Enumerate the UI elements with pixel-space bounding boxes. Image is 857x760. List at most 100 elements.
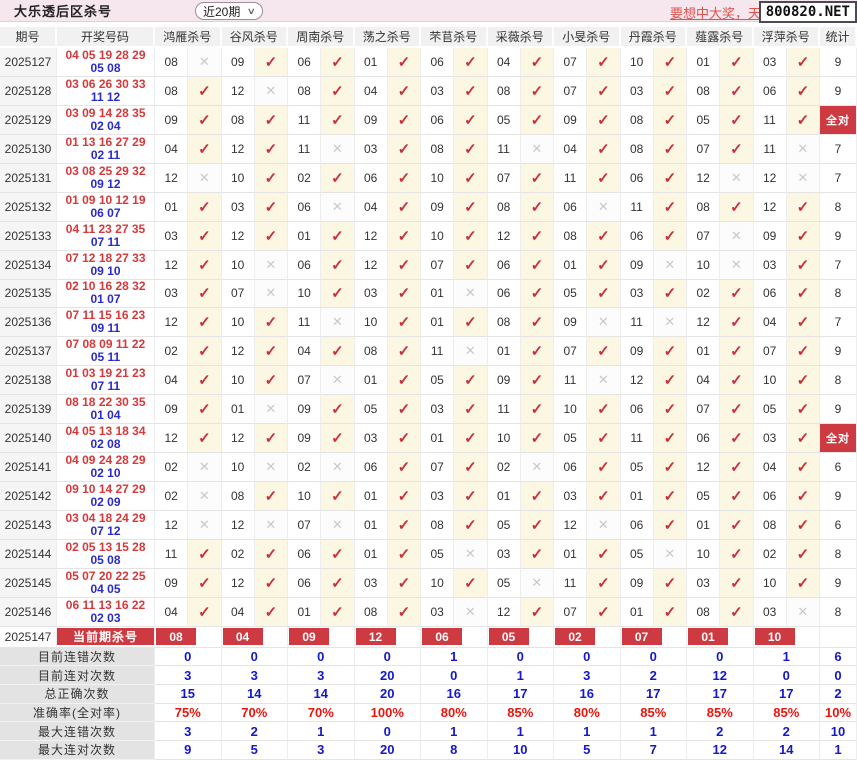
- check-icon: ✓: [387, 511, 421, 540]
- check-icon: ✓: [387, 192, 421, 222]
- kill-number-cell: 03: [221, 192, 255, 222]
- cross-icon: ✕: [520, 134, 554, 164]
- check-icon: ✓: [321, 250, 355, 280]
- table-row: 2025134 07 12 18 27 33 09 10 12 ✓ 10 ✕ 06 ✓ 12 ✓ 07…: [0, 250, 857, 280]
- check-icon: ✓: [188, 568, 222, 598]
- kill-number-cell: 08: [687, 597, 721, 627]
- kill-number-cell: 10: [221, 308, 255, 338]
- kill-number-cell: 10: [753, 366, 787, 396]
- check-icon: ✓: [786, 192, 820, 222]
- winning-numbers-cell: 07 12 18 27 33 09 10: [57, 250, 155, 280]
- cross-icon: ✕: [587, 366, 621, 396]
- winning-numbers-cell: 07 11 15 16 23 09 11: [57, 308, 155, 338]
- site-address-box[interactable]: 800820.NET: [758, 1, 857, 23]
- front-numbers: 06 11 13 16 22: [65, 597, 146, 612]
- kill-number-cell: 01: [354, 539, 388, 569]
- kill-number-cell: 03: [753, 250, 787, 280]
- back-numbers: 04 05: [90, 581, 121, 596]
- winning-numbers-cell: 04 09 24 28 29 02 10: [57, 453, 155, 483]
- check-icon: ✓: [786, 424, 820, 454]
- kill-number-cell: 12: [221, 337, 255, 367]
- kill-number-cell: 02: [288, 163, 322, 193]
- front-numbers: 07 12 18 27 33: [65, 250, 146, 265]
- check-icon: ✓: [653, 511, 687, 540]
- check-icon: ✓: [653, 366, 687, 396]
- kill-number-cell: 01: [421, 308, 455, 338]
- kill-number-cell: 06: [620, 511, 654, 540]
- check-icon: ✓: [720, 395, 754, 425]
- table-header-row: 期号 开奖号码 鸿雁杀号 谷风杀号 周南杀号 荡之杀号 芣苢杀号 采薇杀号 小旻杀号 丹霞杀号 薤露…: [0, 27, 857, 48]
- kill-number-cell: 09: [620, 250, 654, 280]
- summary-value: 2: [620, 666, 687, 686]
- kill-number-cell: 10: [221, 366, 255, 396]
- summary-value: 0: [753, 666, 820, 686]
- check-icon: ✓: [786, 511, 820, 540]
- winning-numbers-cell: 06 11 13 16 22 02 03: [57, 597, 155, 627]
- summary-value: 5: [221, 741, 288, 760]
- current-kill-badge: 05: [488, 628, 529, 646]
- stat-cell: 9: [820, 221, 857, 251]
- summary-value: 12: [687, 666, 754, 686]
- kill-number-cell: 02: [753, 539, 787, 569]
- summary-value: 20: [354, 685, 421, 704]
- summary-value: 0: [687, 647, 754, 667]
- kill-number-cell: 12: [687, 308, 721, 338]
- promo-link[interactable]: 要想中大奖，天: [669, 6, 761, 21]
- check-icon: ✓: [786, 221, 820, 251]
- summary-value: 85%: [487, 703, 554, 723]
- kill-number-cell: 01: [554, 250, 588, 280]
- check-icon: ✓: [520, 192, 554, 222]
- check-icon: ✓: [653, 48, 687, 77]
- check-icon: ✓: [653, 453, 687, 483]
- check-icon: ✓: [188, 76, 222, 106]
- kill-number-cell: 05: [421, 539, 455, 569]
- kill-number-cell: 10: [421, 221, 455, 251]
- kill-number-cell: 06: [620, 221, 654, 251]
- period-range-select[interactable]: 近20期 ∨: [195, 2, 263, 20]
- cross-icon: ✕: [188, 163, 222, 193]
- summary-value: 0: [354, 722, 421, 742]
- check-icon: ✓: [786, 279, 820, 309]
- summary-value: 100%: [354, 703, 421, 723]
- check-icon: ✓: [188, 192, 222, 222]
- check-icon: ✓: [454, 568, 488, 598]
- kill-number-cell: 11: [620, 308, 654, 338]
- current-kill-cell: 02: [554, 626, 621, 648]
- check-icon: ✓: [587, 221, 621, 251]
- check-icon: ✓: [254, 597, 288, 627]
- kill-number-cell: 11: [620, 192, 654, 222]
- check-icon: ✓: [587, 337, 621, 367]
- cross-icon: ✕: [321, 308, 355, 338]
- kill-number-cell: 06: [753, 76, 787, 106]
- kill-number-cell: 05: [620, 539, 654, 569]
- kill-number-cell: 12: [155, 511, 189, 540]
- kill-number-cell: 05: [687, 482, 721, 511]
- front-numbers: 08 18 22 30 35: [65, 395, 146, 410]
- kill-number-cell: 02: [288, 453, 322, 483]
- check-icon: ✓: [587, 482, 621, 511]
- kill-number-cell: 10: [620, 48, 654, 77]
- kill-number-cell: 08: [753, 511, 787, 540]
- check-icon: ✓: [653, 395, 687, 425]
- kill-number-cell: 03: [620, 279, 654, 309]
- kill-number-cell: 01: [354, 511, 388, 540]
- winning-numbers-cell: 01 09 10 12 19 06 07: [57, 192, 155, 222]
- kill-number-cell: 09: [554, 105, 588, 135]
- cross-icon: ✕: [653, 539, 687, 569]
- check-icon: ✓: [720, 568, 754, 598]
- summary-value: 70%: [288, 703, 355, 723]
- summary-row: 总正确次数 15 14 14 20 16 17 16 17 17 17 2: [0, 685, 857, 704]
- summary-value: 1: [620, 722, 687, 742]
- kill-number-cell: 06: [620, 395, 654, 425]
- check-icon: ✓: [720, 337, 754, 367]
- kill-number-cell: 02: [687, 279, 721, 309]
- check-icon: ✓: [188, 308, 222, 338]
- kill-number-cell: 01: [620, 482, 654, 511]
- kill-number-cell: 06: [487, 279, 521, 309]
- summary-label: 目前连对次数: [0, 666, 155, 686]
- stat-cell: 9: [820, 76, 857, 106]
- check-icon: ✓: [520, 163, 554, 193]
- kill-number-cell: 12: [354, 221, 388, 251]
- kill-number-cell: 03: [155, 221, 189, 251]
- kill-number-cell: 01: [354, 482, 388, 511]
